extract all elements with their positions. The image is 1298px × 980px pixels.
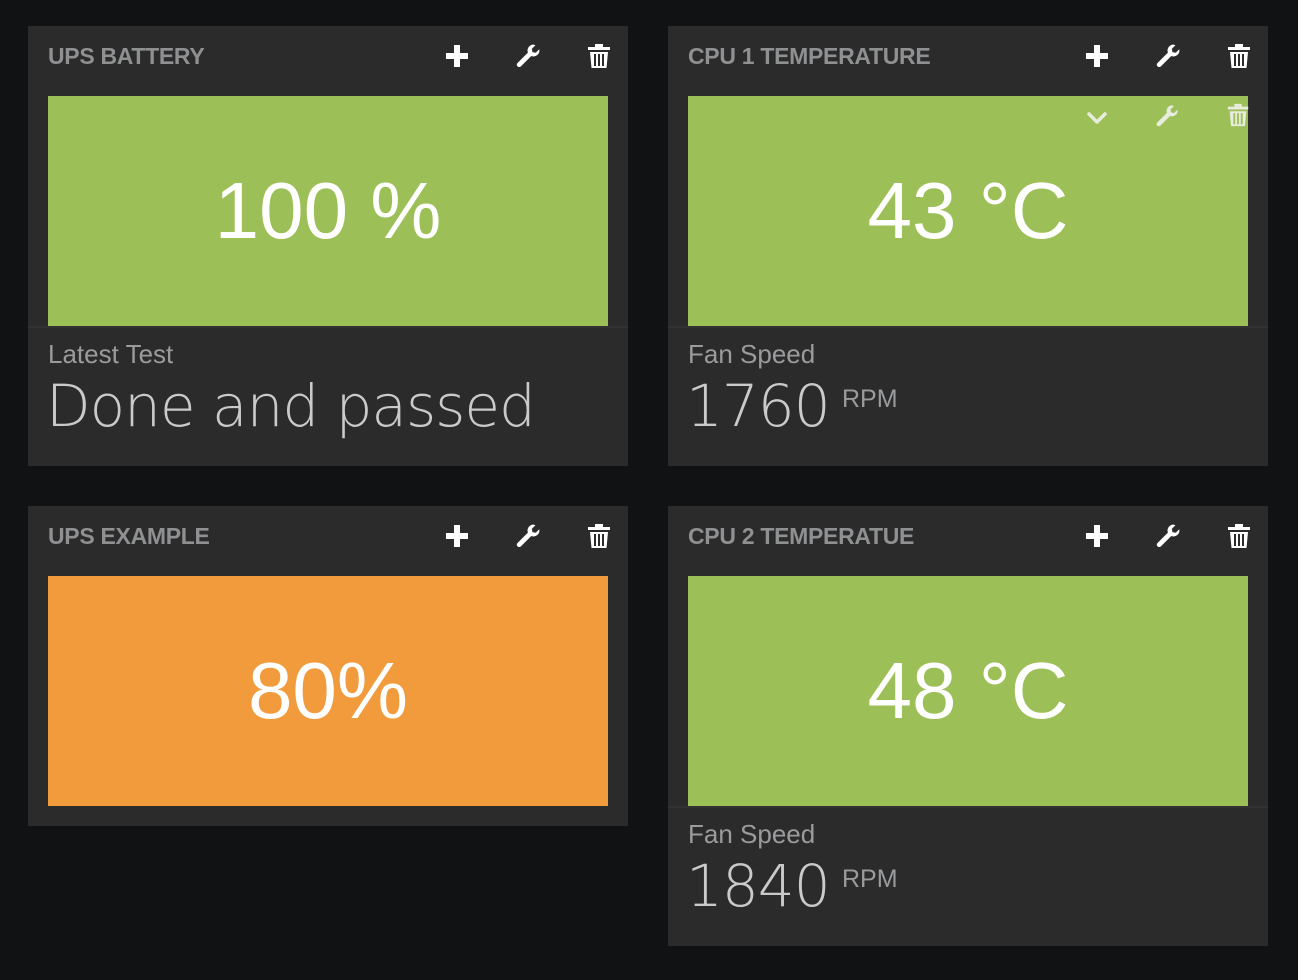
widget-title: CPU 1 TEMPERATURE — [688, 43, 931, 69]
widget-ups-battery: UPS BATTERY 100 % Latest Test Done and p… — [28, 26, 628, 466]
fan-speed-label: Fan Speed — [688, 819, 816, 849]
trash-icon[interactable] — [1225, 42, 1253, 70]
divider — [668, 326, 1268, 328]
divider — [28, 326, 628, 328]
tile-trash-icon[interactable] — [1225, 102, 1251, 128]
trash-icon[interactable] — [585, 522, 613, 550]
trash-icon[interactable] — [1225, 522, 1253, 550]
plus-icon[interactable] — [443, 522, 471, 550]
widget-cpu1-temperature: CPU 1 TEMPERATURE 43 °C Fan Speed 1760 R… — [668, 26, 1268, 466]
fan-speed-unit: RPM — [842, 385, 898, 413]
widget-ups-example: UPS EXAMPLE 80% — [28, 506, 628, 826]
wrench-icon[interactable] — [514, 42, 542, 70]
plus-icon[interactable] — [1083, 522, 1111, 550]
value-tile: 80% — [48, 576, 608, 806]
latest-test-value: Done and passed — [46, 372, 536, 440]
value-tile: 43 °C — [688, 96, 1248, 326]
plus-icon[interactable] — [443, 42, 471, 70]
trash-icon[interactable] — [585, 42, 613, 70]
widget-header: CPU 2 TEMPERATUE — [668, 506, 1268, 566]
latest-test-label: Latest Test — [48, 339, 174, 369]
wrench-icon[interactable] — [1154, 42, 1182, 70]
fan-speed-unit: RPM — [842, 865, 898, 893]
cpu1-temperature-value: 43 °C — [867, 166, 1069, 255]
widget-title: UPS EXAMPLE — [48, 523, 210, 549]
value-tile: 48 °C — [688, 576, 1248, 806]
widget-title: CPU 2 TEMPERATUE — [688, 523, 915, 549]
widget-cpu2-temperature: CPU 2 TEMPERATUE 48 °C Fan Speed 1840 RP… — [668, 506, 1268, 946]
fan-speed-value: 1760 — [686, 372, 831, 440]
cpu2-temperature-value: 48 °C — [867, 646, 1069, 735]
plus-icon[interactable] — [1083, 42, 1111, 70]
value-tile: 100 % — [48, 96, 608, 326]
ups-example-value: 80% — [247, 646, 409, 735]
wrench-icon[interactable] — [1154, 522, 1182, 550]
fan-speed-label: Fan Speed — [688, 339, 816, 369]
fan-speed-value: 1840 — [686, 852, 831, 920]
widget-header: CPU 1 TEMPERATURE — [668, 26, 1268, 86]
wrench-icon[interactable] — [514, 522, 542, 550]
widget-title: UPS BATTERY — [48, 43, 205, 69]
widget-header: UPS BATTERY — [28, 26, 628, 86]
battery-value: 100 % — [214, 166, 442, 255]
tile-wrench-icon[interactable] — [1154, 103, 1180, 129]
chevron-down-icon[interactable] — [1084, 105, 1110, 131]
divider — [668, 806, 1268, 808]
widget-header: UPS EXAMPLE — [28, 506, 628, 566]
